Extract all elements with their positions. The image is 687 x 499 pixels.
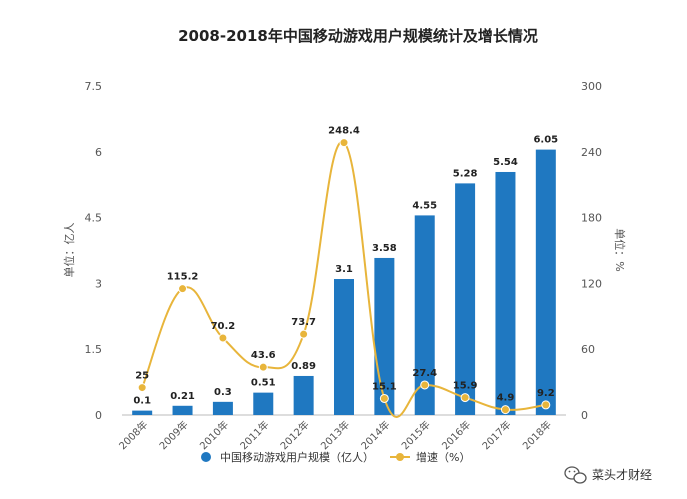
- bar-data-label: 3.1: [335, 264, 353, 275]
- line-point: [178, 284, 188, 294]
- bar-data-label: 0.51: [251, 378, 276, 389]
- line-series: 25 115.2 70.2 43.6 73.7 248.4 15.1 27.4 15.9 4.9 9…: [135, 126, 555, 418]
- y2-tick-label: 0: [581, 409, 588, 422]
- y-axis-label: 单位：亿人: [62, 223, 76, 278]
- bar-data-label: 0.1: [133, 396, 151, 407]
- chart-title: 2008-2018年中国移动游戏用户规模统计及增长情况: [178, 27, 538, 45]
- line-data-label: 248.4: [328, 126, 360, 137]
- legend-line-label: 增速（%）: [416, 450, 470, 464]
- y2-axis-label: 单位：%: [613, 228, 627, 271]
- line-point: [299, 329, 309, 339]
- bar: [414, 215, 435, 415]
- legend: 中国移动游戏用户规模（亿人） 增速（%）: [201, 450, 470, 464]
- bar: [455, 183, 476, 415]
- line-point: [379, 393, 389, 403]
- line-point: [339, 138, 349, 148]
- bar-data-label: 5.54: [493, 157, 518, 168]
- y-tick-label: 0: [95, 409, 102, 422]
- line-data-label: 15.9: [453, 381, 478, 392]
- y-tick-label: 3: [95, 277, 102, 290]
- bar-series: 0.1 0.21 0.3 0.51 0.89 3.1 3.58 4.55 5.28 5.54 6.0…: [132, 135, 558, 415]
- bar-data-label: 0.89: [291, 361, 316, 372]
- line-data-label: 115.2: [167, 272, 199, 283]
- line-point: [258, 362, 268, 372]
- legend-line-marker: [396, 453, 404, 461]
- line-data-label: 25: [135, 371, 149, 382]
- line-data-label: 27.4: [412, 368, 437, 379]
- y2-tick-label: 180: [581, 212, 602, 225]
- bar: [253, 392, 274, 415]
- x-tick-label: 2010年: [197, 418, 231, 452]
- line-data-label: 15.1: [372, 381, 397, 392]
- line-data-label: 73.7: [291, 317, 316, 328]
- legend-bar-label: 中国移动游戏用户规模（亿人）: [220, 450, 374, 464]
- line-data-label: 43.6: [251, 350, 276, 361]
- y-tick-label: 4.5: [85, 212, 103, 225]
- watermark-text: 菜头才财经: [592, 468, 652, 482]
- bar: [132, 410, 153, 415]
- x-tick-label: 2013年: [318, 418, 352, 452]
- x-tick-label: 2012年: [277, 418, 311, 452]
- bar: [212, 401, 233, 415]
- x-tick-label: 2015年: [399, 418, 433, 452]
- y2-tick-label: 60: [581, 343, 595, 356]
- x-tick-label: 2016年: [439, 418, 473, 452]
- y2-tick-label: 240: [581, 146, 602, 159]
- line-data-label: 70.2: [211, 321, 236, 332]
- y2-tick-label: 300: [581, 80, 602, 93]
- y-axis-ticks: 0 1.5 3 4.5 6 7.5: [85, 80, 103, 422]
- y-tick-label: 1.5: [85, 343, 103, 356]
- line-point: [500, 405, 510, 415]
- bar-data-label: 0.21: [170, 391, 195, 402]
- watermark: 菜头才财经: [564, 466, 652, 484]
- wechat-icon: [564, 466, 587, 484]
- right-axis-label: 单位：%: [613, 228, 627, 271]
- bar-data-label: 4.55: [412, 200, 437, 211]
- line-point: [541, 400, 551, 410]
- y-tick-label: 6: [95, 146, 102, 159]
- bar: [334, 279, 354, 415]
- bar: [495, 171, 516, 415]
- line-point: [137, 383, 147, 393]
- x-tick-label: 2018年: [520, 418, 554, 452]
- bar-data-label: 5.28: [453, 168, 478, 179]
- y-tick-label: 7.5: [85, 80, 103, 93]
- bar: [293, 375, 314, 415]
- line-data-label: 9.2: [537, 388, 555, 399]
- line-point: [218, 333, 228, 343]
- x-tick-label: 2014年: [358, 418, 392, 452]
- bar-data-label: 6.05: [533, 135, 558, 146]
- left-axis-label: 单位：亿人: [62, 223, 76, 278]
- y2-axis-ticks: 0 60 120 180 240 300: [581, 80, 602, 422]
- bar-data-label: 0.3: [214, 387, 232, 398]
- line-point: [420, 380, 430, 390]
- bar-data-label: 3.58: [372, 243, 397, 254]
- x-tick-label: 2009年: [156, 418, 190, 452]
- y2-tick-label: 120: [581, 277, 602, 290]
- bar: [535, 149, 556, 415]
- x-tick-label: 2017年: [479, 418, 513, 452]
- x-tick-label: 2011年: [237, 418, 271, 452]
- x-tick-label: 2008年: [116, 418, 150, 452]
- legend-bar-marker: [201, 452, 211, 462]
- bar: [172, 405, 193, 415]
- x-axis-ticks: 2008年 2009年 2010年 2011年 2012年 2013年 2014年 2015年…: [116, 418, 554, 452]
- line-data-label: 4.9: [497, 393, 515, 404]
- line-point: [460, 393, 470, 403]
